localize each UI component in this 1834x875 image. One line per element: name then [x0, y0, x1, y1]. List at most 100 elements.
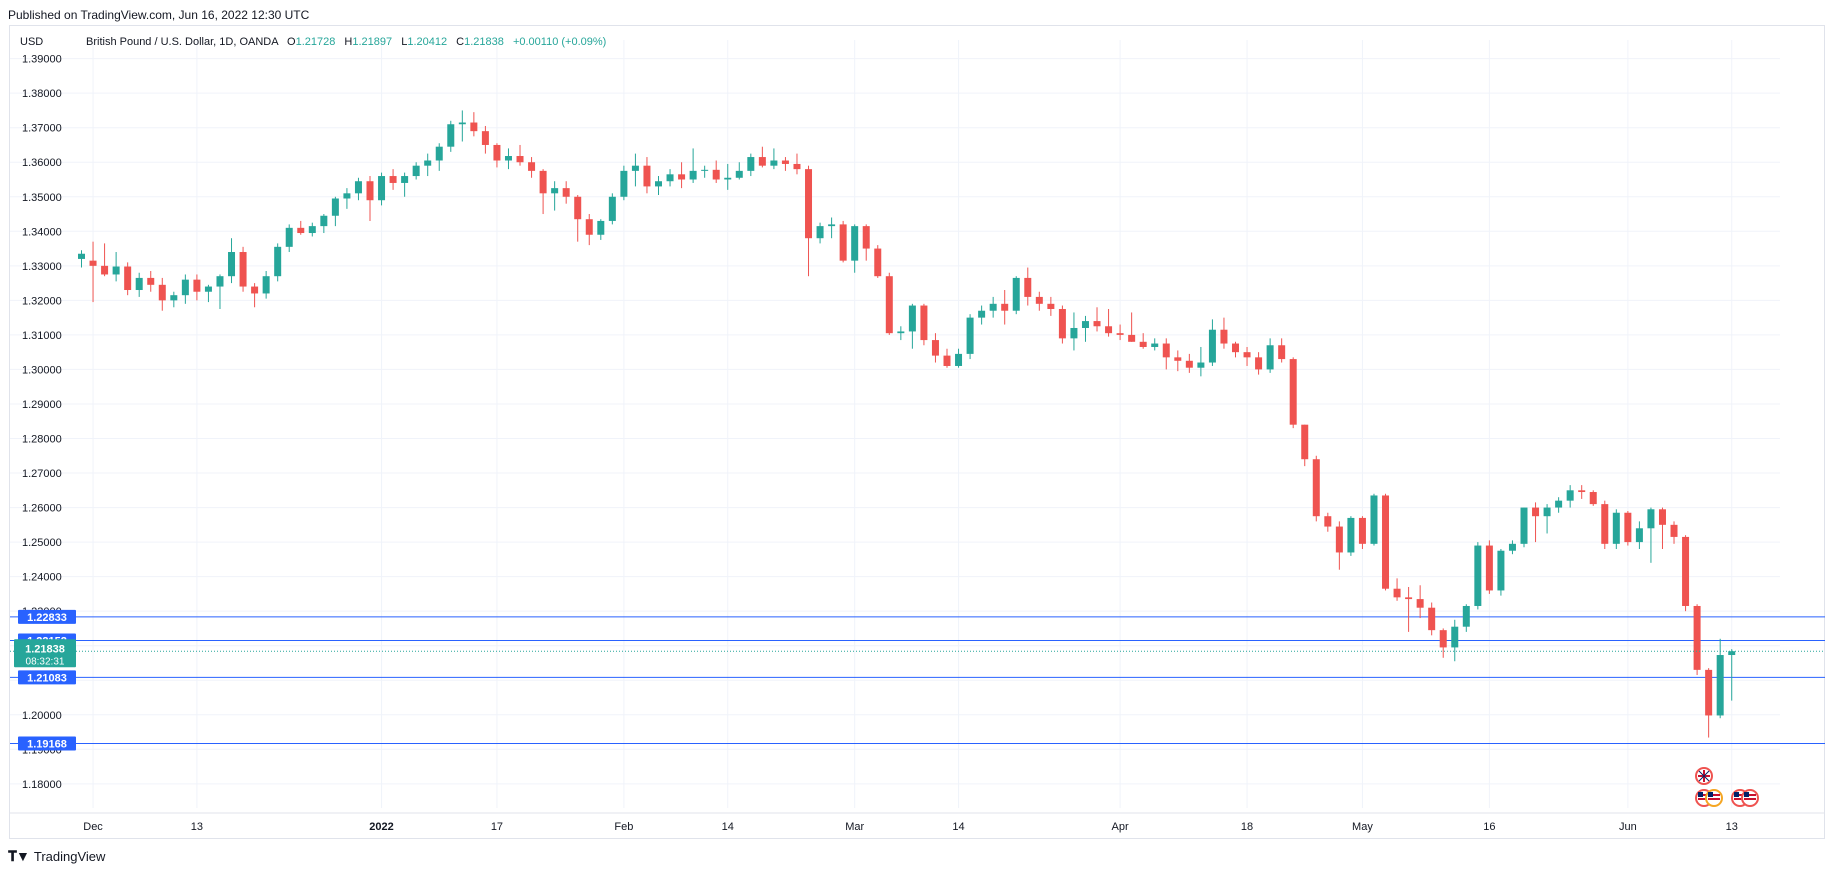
candle-body [1232, 343, 1239, 353]
candle [1682, 535, 1690, 612]
y-tick-label: 1.29000 [22, 399, 62, 411]
candle-body [239, 252, 247, 287]
candle-body [481, 131, 489, 145]
candle [89, 241, 97, 303]
x-tick-label: Mar [845, 821, 864, 833]
candle [574, 195, 582, 242]
candle [1508, 540, 1516, 555]
x-tick-label: 18 [1241, 821, 1253, 833]
candle-body [1658, 509, 1666, 525]
y-tick-label: 1.38000 [22, 88, 62, 100]
y-tick-label: 1.26000 [22, 503, 62, 515]
y-tick-label: 1.34000 [22, 226, 62, 238]
y-tick-label: 1.25000 [22, 537, 62, 549]
candles [78, 110, 1736, 738]
candle-body [897, 331, 905, 334]
candle [655, 176, 662, 196]
svg-text:08:32:31: 08:32:31 [26, 656, 65, 667]
candle-body [955, 353, 963, 366]
candle [874, 245, 882, 278]
candle [585, 214, 593, 246]
candle [216, 274, 224, 309]
candle-body [378, 176, 386, 201]
candle-body [1716, 655, 1724, 716]
candle-body [1035, 296, 1043, 304]
candle-body [112, 266, 120, 275]
candle [747, 153, 755, 177]
candle [1197, 346, 1205, 377]
y-tick-label: 1.28000 [22, 433, 62, 445]
candle-body [274, 246, 282, 277]
candle [1520, 507, 1528, 548]
candle [331, 196, 339, 227]
candle-body [1208, 329, 1216, 363]
candle-body [331, 198, 339, 216]
y-tick-label: 1.32000 [22, 295, 62, 307]
tradingview-logo[interactable]: 𝐓▼ TradingView [8, 848, 105, 865]
candle-body [1301, 424, 1309, 460]
candle-body [366, 181, 374, 201]
us-flag-icon[interactable] [1705, 789, 1723, 807]
candle [862, 224, 870, 261]
candle-body [678, 174, 686, 180]
candle-body [1243, 352, 1251, 358]
svg-text:1.21083: 1.21083 [27, 672, 67, 684]
candle [828, 217, 836, 239]
candle-body [343, 193, 351, 199]
candle-body [251, 286, 259, 294]
x-tick-label: 13 [191, 821, 203, 833]
low-value: 1.20412 [407, 36, 447, 48]
x-tick-label: 14 [952, 821, 964, 833]
candle-body [1324, 516, 1332, 527]
currency-label: USD [20, 36, 43, 48]
x-tick-label: Dec [83, 821, 103, 833]
y-tick-label: 1.36000 [22, 157, 62, 169]
us-flag-icon[interactable] [1741, 789, 1759, 807]
candle [170, 291, 178, 308]
candle [931, 333, 939, 363]
candle [435, 143, 443, 171]
candle [320, 214, 328, 234]
candle [978, 305, 986, 325]
y-tick-label: 1.35000 [22, 192, 62, 204]
candle-body [1578, 490, 1586, 493]
y-tick-label: 1.39000 [22, 54, 62, 66]
candle [1047, 296, 1055, 316]
candle [1566, 485, 1574, 508]
candle-body [401, 176, 409, 183]
candle-body [920, 305, 928, 341]
candle-body [874, 248, 882, 277]
candle-body [758, 157, 766, 166]
candle-body [631, 165, 639, 171]
candle [528, 157, 536, 178]
candle-body [539, 170, 547, 194]
candle [781, 157, 789, 171]
candle [562, 181, 570, 204]
candle-body [828, 224, 836, 227]
y-tick-label: 1.31000 [22, 330, 62, 342]
candle [424, 153, 432, 177]
candle [770, 148, 778, 170]
candle [147, 271, 155, 292]
candle-body [262, 276, 270, 294]
candle [78, 250, 85, 268]
candle [966, 314, 974, 360]
candle [378, 172, 386, 206]
candle [620, 165, 628, 201]
economic-events[interactable] [1695, 767, 1759, 807]
candle [516, 144, 524, 166]
candle-body [1001, 303, 1009, 311]
candle-body [1670, 524, 1678, 537]
candle [1093, 307, 1101, 332]
candle [712, 160, 720, 183]
svg-text:1.21838: 1.21838 [25, 643, 65, 655]
candle [1255, 352, 1263, 375]
candle-body [1335, 526, 1343, 553]
candle [1705, 668, 1713, 738]
candle-body [1382, 495, 1390, 589]
candle [1601, 500, 1609, 550]
gb-flag-icon[interactable] [1695, 767, 1713, 785]
candle [262, 271, 270, 299]
candle [1347, 516, 1355, 556]
